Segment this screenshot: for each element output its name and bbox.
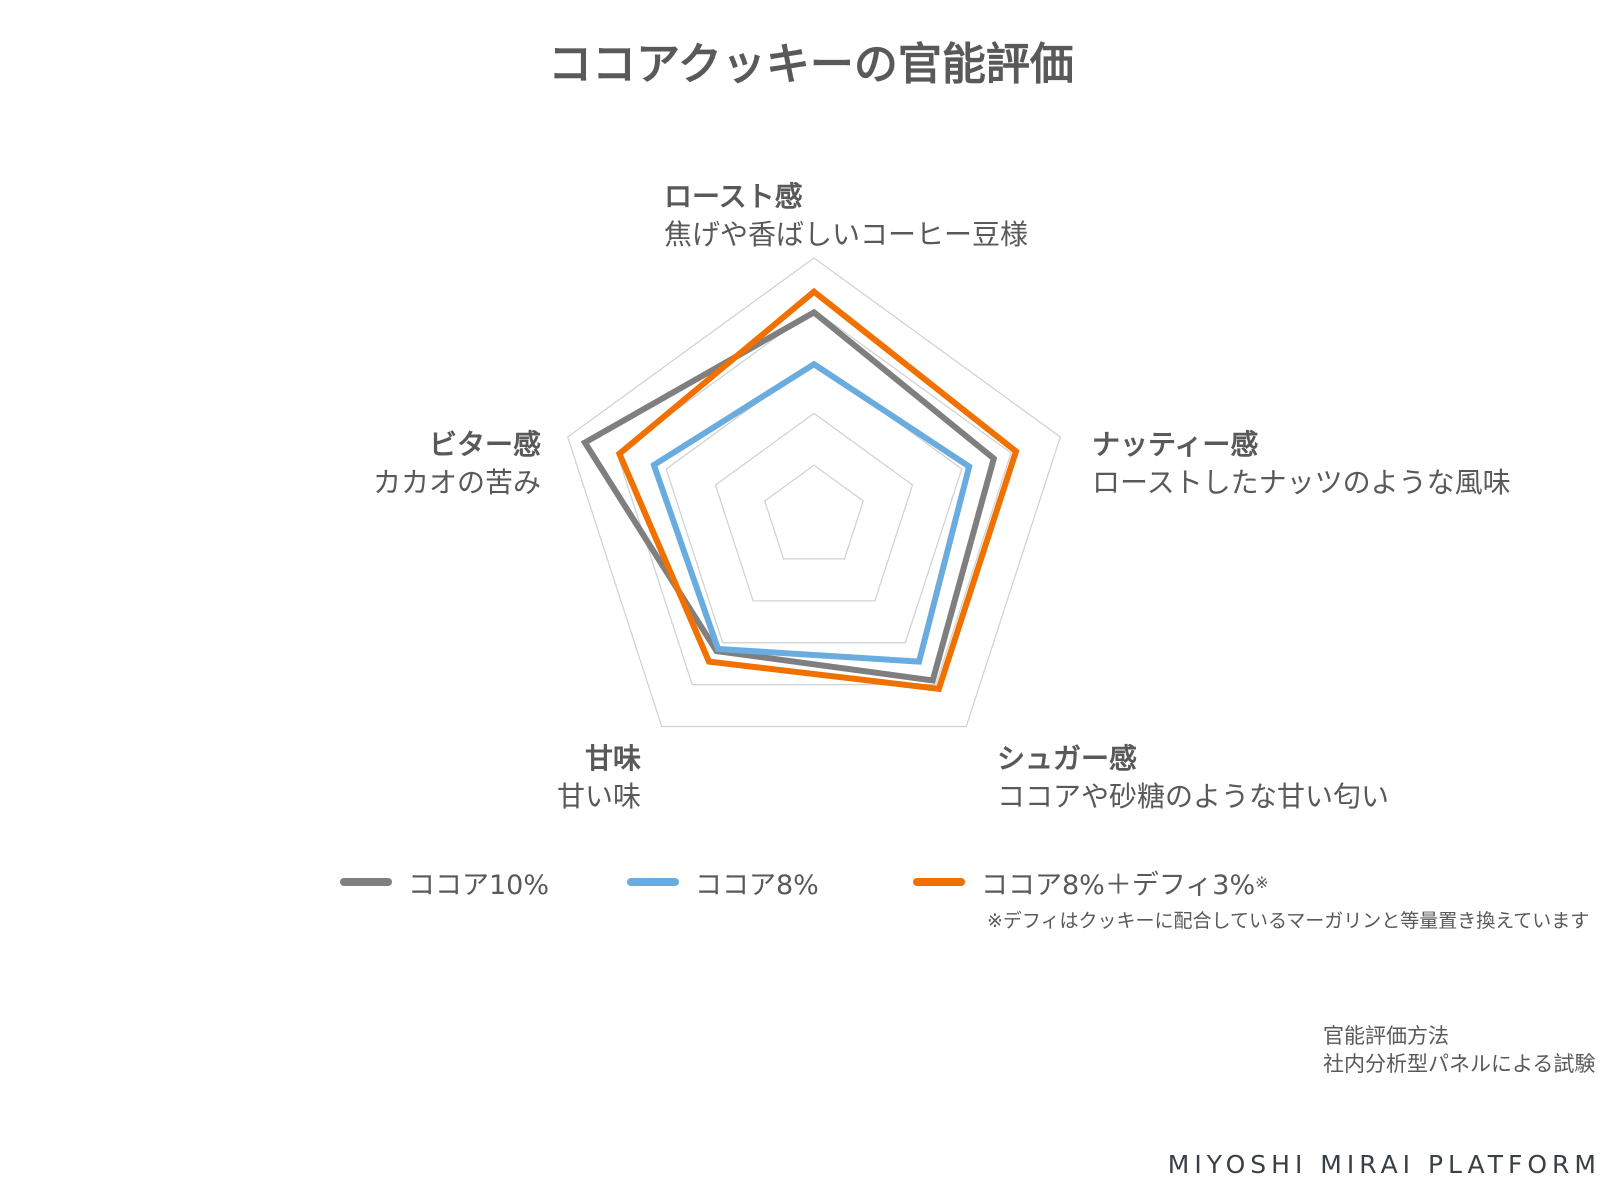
- axis-name: ロースト感: [664, 180, 803, 213]
- method-desc: 社内分析型パネルによる試験: [1323, 1052, 1596, 1076]
- footnote: ※デフィはクッキーに配合しているマーガリンと等量置き換えています: [987, 910, 1590, 932]
- axis-desc: カカオの苦み: [372, 466, 541, 499]
- series-line-1: [650, 360, 973, 665]
- legend-item-cocoa8-defi: ココア8%＋デフィ3% ※: [913, 862, 1269, 902]
- series-line-0: [580, 308, 998, 684]
- grid-ring-2: [714, 412, 914, 602]
- legend-label: ココア10%: [408, 869, 550, 901]
- method-text: 官能評価方法 社内分析型パネルによる試験: [1323, 1022, 1595, 1078]
- axis-label-sugar: シュガー感 ココアや砂糖のような甘い匂い: [997, 740, 1389, 816]
- axis-desc: 焦げや香ばしいコーヒー豆様: [664, 218, 1029, 251]
- axis-desc: ローストしたナッツのような風味: [1092, 466, 1511, 499]
- axis-label-sweetness: 甘味 甘い味: [557, 740, 641, 816]
- legend-item-cocoa10: ココア10%: [340, 862, 549, 902]
- legend-swatch: [627, 878, 679, 886]
- axis-desc: ココアや砂糖のような甘い匂い: [997, 780, 1390, 813]
- grid-ring-5: [566, 257, 1062, 728]
- axis-label-nutty: ナッティー感 ローストしたナッツのような風味: [1092, 426, 1511, 502]
- axis-name: 甘味: [584, 742, 641, 775]
- chart-title: ココアクッキーの官能評価: [548, 39, 1074, 90]
- series-line-2: [615, 287, 1020, 693]
- grid-ring-3: [665, 360, 963, 644]
- axis-name: シュガー感: [997, 742, 1138, 775]
- legend-swatch: [913, 878, 965, 886]
- axis-name: ビター感: [428, 428, 541, 461]
- method-title: 官能評価方法: [1323, 1024, 1449, 1048]
- legend-label: ココア8%＋デフィ3%: [981, 869, 1256, 901]
- legend-label: ココア8%: [695, 869, 819, 901]
- axis-label-bitter: ビター感 カカオの苦み: [373, 426, 541, 502]
- grid-ring-1: [764, 464, 864, 560]
- axis-desc: 甘い味: [556, 780, 641, 813]
- legend-item-cocoa8: ココア8%: [627, 862, 819, 902]
- legend-swatch: [340, 878, 392, 886]
- brand-logo-text: MIYOSHI MIRAI PLATFORM: [1167, 1150, 1601, 1179]
- legend-footnote-mark: ※: [1255, 872, 1269, 892]
- radar-series: [580, 287, 1020, 693]
- axis-name: ナッティー感: [1092, 428, 1259, 461]
- axis-label-roast: ロースト感 焦げや香ばしいコーヒー豆様: [664, 178, 1028, 254]
